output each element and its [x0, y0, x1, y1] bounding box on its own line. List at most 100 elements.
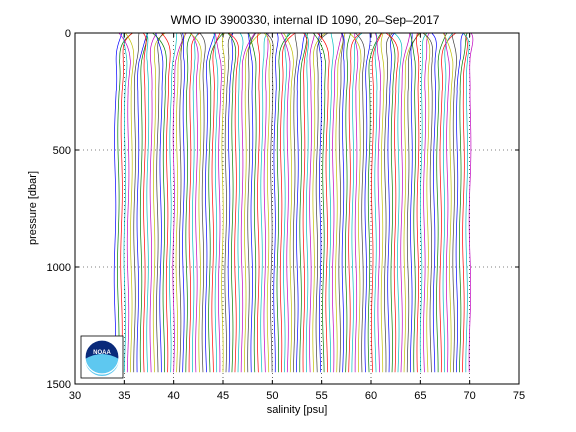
y-axis-label: pressure [dbar]: [27, 171, 39, 245]
profile-line: [156, 32, 165, 373]
profile-line: [345, 32, 351, 373]
profile-line: [123, 32, 128, 373]
profile-line: [113, 32, 123, 373]
profile-line: [213, 32, 219, 373]
profile-line: [304, 32, 309, 373]
profile-line: [214, 32, 222, 373]
profile-line: [419, 32, 428, 373]
profile-line: [309, 32, 315, 373]
profile-line: [136, 32, 149, 373]
profile-line: [175, 32, 186, 373]
profile-line: [312, 32, 326, 373]
profile-line: [335, 32, 346, 373]
x-tick-label: 55: [316, 390, 328, 402]
profile-line: [374, 32, 381, 373]
x-tick-label: 40: [168, 390, 180, 402]
profile-line: [462, 32, 468, 373]
profile-line: [388, 32, 396, 373]
profile-line: [436, 32, 448, 373]
profile-line: [172, 32, 187, 373]
profile-line: [118, 32, 131, 373]
profile-line: [211, 32, 221, 373]
profile-line: [161, 32, 171, 373]
profile-line: [178, 32, 183, 373]
profile-line: [296, 32, 307, 373]
profile-line: [237, 32, 244, 373]
profile-line: [228, 32, 239, 373]
x-tick-label: 70: [464, 390, 476, 402]
profile-line: [227, 32, 234, 373]
noaa-logo: NOAA: [80, 335, 124, 379]
profile-line: [263, 32, 271, 373]
profile-line: [149, 32, 157, 373]
profile-line: [299, 32, 308, 373]
profile-line: [265, 32, 274, 373]
profile-line: [403, 32, 421, 373]
profile-line: [182, 32, 185, 373]
profile-line: [444, 32, 450, 373]
profile-line: [317, 32, 330, 373]
profile-line: [139, 32, 148, 373]
profile-line: [191, 32, 199, 373]
profile-line: [442, 32, 454, 373]
x-tick-label: 30: [69, 390, 81, 402]
profile-line: [410, 32, 413, 373]
profile-line: [367, 32, 382, 373]
profile-line: [208, 32, 224, 373]
profile-line: [244, 32, 262, 373]
profile-line: [451, 32, 457, 373]
profile-line: [364, 32, 371, 373]
profile-line: [400, 32, 411, 373]
profile-line: [273, 32, 279, 373]
x-tick-label: 45: [217, 390, 229, 402]
profile-line: [247, 32, 256, 373]
profile-line: [117, 32, 133, 373]
profile-line: [190, 32, 199, 373]
y-tick-label: 1000: [47, 262, 71, 274]
profile-series-group: [113, 32, 474, 373]
profile-line: [152, 32, 166, 373]
plot-frame: [74, 32, 520, 385]
profile-line: [260, 32, 268, 373]
profile-line: [318, 32, 323, 373]
y-tick-label: 500: [53, 145, 71, 157]
profile-line: [468, 32, 474, 373]
profile-line: [442, 32, 454, 373]
profile-line: [384, 32, 394, 373]
profile-line: [302, 32, 308, 373]
profile-line: [380, 32, 385, 373]
profile-line: [188, 32, 201, 373]
profile-line: [283, 32, 289, 373]
profile-line: [385, 32, 399, 373]
profile-line: [276, 32, 292, 373]
profile-line: [341, 32, 345, 373]
profile-line: [354, 32, 365, 373]
profile-line: [424, 32, 431, 373]
y-tick-label: 1500: [47, 379, 71, 391]
profile-line: [185, 32, 193, 373]
x-tick-label: 65: [414, 390, 426, 402]
profile-line: [247, 32, 254, 373]
profile-line: [431, 32, 437, 373]
profile-line: [351, 32, 363, 373]
profile-line: [354, 32, 359, 373]
profile-line: [280, 32, 291, 373]
profile-line: [315, 32, 329, 373]
profile-line: [349, 32, 362, 373]
profile-line: [152, 32, 167, 373]
profile-line: [120, 32, 133, 373]
profile-line: [142, 32, 147, 373]
profile-line: [133, 32, 140, 373]
profile-line: [374, 32, 378, 373]
y-tick-label: 0: [65, 28, 71, 40]
profile-line: [439, 32, 457, 373]
profile-line: [227, 32, 237, 373]
profile-line: [224, 32, 234, 373]
profile-line: [455, 32, 464, 373]
profile-line: [145, 32, 150, 373]
profile-line: [459, 32, 468, 373]
profile-line: [371, 32, 383, 373]
profile-line: [283, 32, 294, 373]
profile-line: [155, 32, 164, 373]
x-axis-label: salinity [psu]: [267, 404, 328, 416]
